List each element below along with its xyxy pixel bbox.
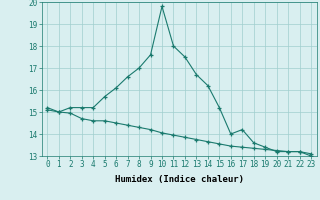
X-axis label: Humidex (Indice chaleur): Humidex (Indice chaleur) xyxy=(115,175,244,184)
